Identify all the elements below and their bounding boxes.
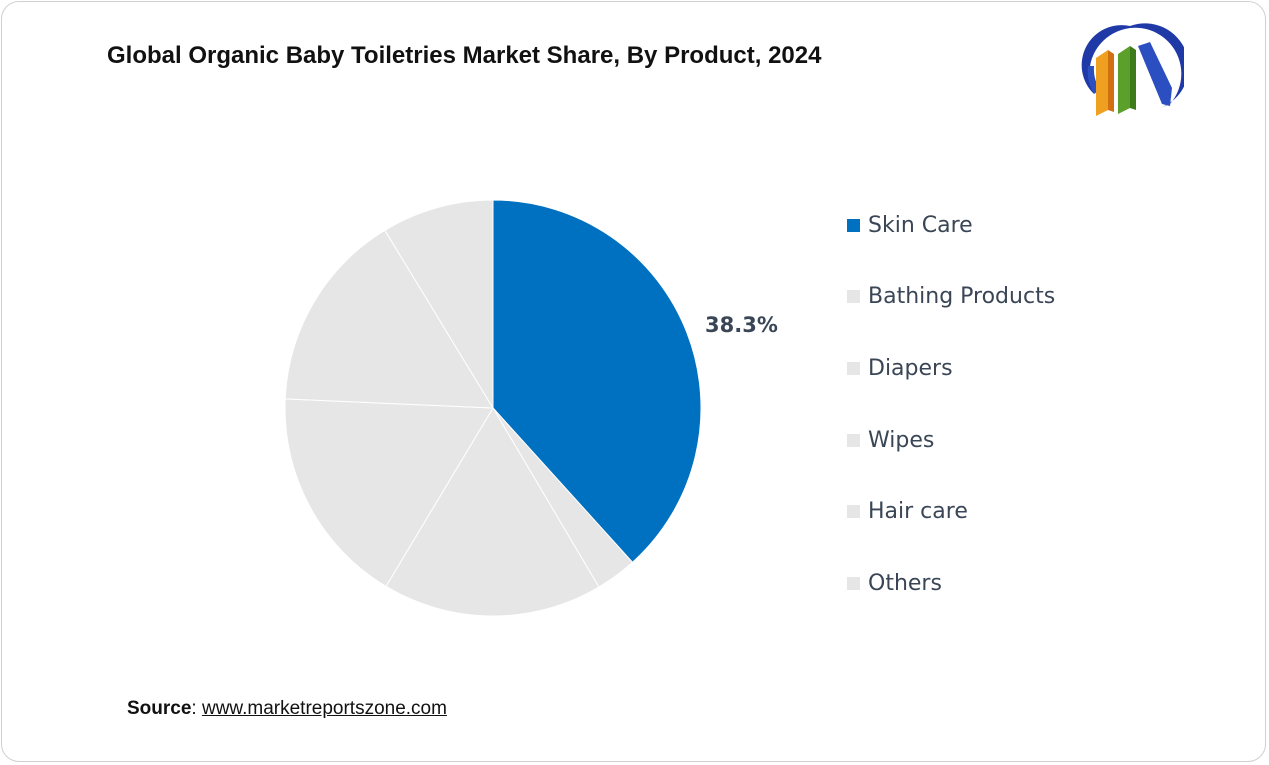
legend-label: Hair care — [868, 498, 968, 524]
legend-item-diapers: Diapers — [847, 353, 953, 383]
pie-slice-hair-care — [284, 229, 494, 409]
pie-slice-diapers — [385, 407, 600, 617]
legend-label: Skin Care — [868, 212, 973, 238]
pie-slice-others — [384, 199, 494, 410]
source-link[interactable]: www.marketreportszone.com — [201, 698, 447, 719]
market-reports-zone-logo-icon — [1081, 23, 1184, 116]
legend-swatch — [847, 504, 860, 518]
pie-slice-wipes — [284, 398, 494, 588]
source-separator: : — [191, 698, 202, 719]
legend-item-hair-care: Hair care — [847, 496, 968, 526]
legend-label: Bathing Products — [868, 283, 1056, 309]
source-note: Source: www.marketreportszone.com — [127, 698, 447, 720]
pie-slice-skin-care — [492, 199, 702, 563]
legend-label: Wipes — [868, 427, 935, 453]
legend-item-skin-care: Skin Care — [847, 210, 973, 240]
legend-item-wipes: Wipes — [847, 425, 934, 455]
legend-swatch — [847, 289, 860, 303]
legend-label: Others — [868, 570, 942, 596]
legend-swatch — [847, 218, 860, 232]
legend-label: Diapers — [868, 355, 953, 381]
source-label: Source — [127, 698, 192, 719]
skin-care-data-label: 38.3% — [705, 313, 778, 337]
legend-swatch — [847, 576, 860, 590]
legend-swatch — [847, 361, 860, 375]
legend-item-bathing-products: Bathing Products — [847, 281, 1055, 311]
legend-swatch — [847, 433, 860, 447]
legend-item-others: Others — [847, 568, 942, 598]
chart-title: Global Organic Baby Toiletries Market Sh… — [107, 42, 822, 69]
